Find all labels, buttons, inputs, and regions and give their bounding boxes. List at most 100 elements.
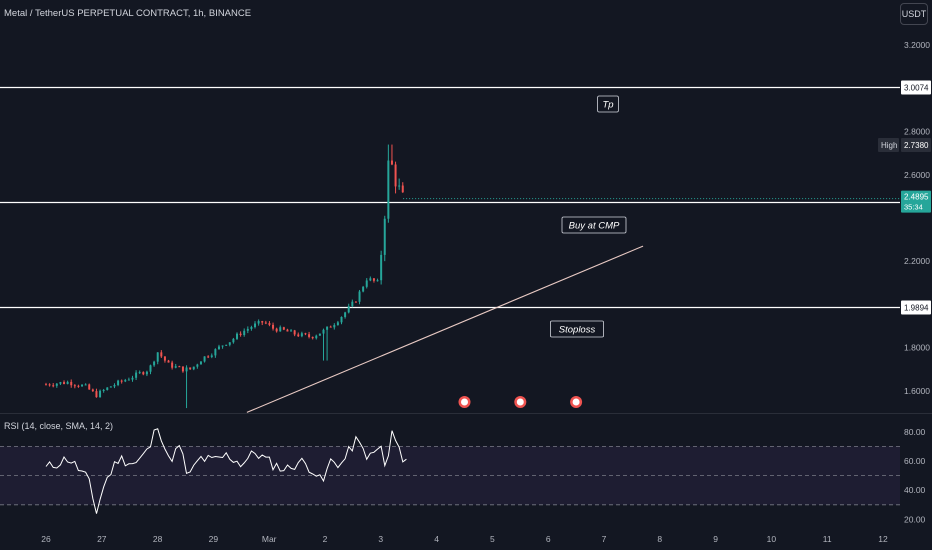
candle-body[interactable] bbox=[102, 389, 105, 391]
candle-body[interactable] bbox=[163, 356, 166, 361]
candle-body[interactable] bbox=[156, 352, 159, 362]
candle-body[interactable] bbox=[95, 391, 98, 398]
candle-body[interactable] bbox=[380, 254, 383, 281]
candle-body[interactable] bbox=[124, 380, 127, 382]
candle-body[interactable] bbox=[196, 364, 199, 367]
candle-body[interactable] bbox=[282, 327, 285, 330]
rsi-pane[interactable]: 80.00 60.00 40.00 20.00 bbox=[0, 427, 926, 525]
tp-level-note-box[interactable] bbox=[597, 95, 619, 113]
candle-body[interactable] bbox=[235, 333, 238, 339]
trendline[interactable] bbox=[246, 245, 644, 413]
candle-body[interactable] bbox=[127, 379, 130, 381]
candle-body[interactable] bbox=[264, 322, 267, 324]
candle-body[interactable] bbox=[149, 365, 152, 372]
candle-body[interactable] bbox=[174, 366, 177, 368]
buy-level-note[interactable]: Buy at CMP bbox=[569, 221, 620, 232]
candle-body[interactable] bbox=[311, 336, 314, 339]
candle-body[interactable] bbox=[153, 361, 156, 366]
candle-body[interactable] bbox=[135, 372, 138, 378]
candle-body[interactable] bbox=[142, 372, 145, 375]
candle-body[interactable] bbox=[48, 384, 51, 386]
symbol-title[interactable]: Metal / TetherUS PERPETUAL CONTRACT, 1h,… bbox=[4, 8, 252, 19]
candle-body[interactable] bbox=[387, 160, 390, 219]
candle-body[interactable] bbox=[210, 355, 213, 357]
candle-body[interactable] bbox=[394, 164, 397, 187]
candle-body[interactable] bbox=[120, 380, 123, 382]
candle-body[interactable] bbox=[390, 160, 393, 165]
candle-body[interactable] bbox=[322, 329, 325, 334]
candle-body[interactable] bbox=[66, 381, 69, 384]
candle-body[interactable] bbox=[171, 362, 174, 368]
candle-body[interactable] bbox=[369, 278, 372, 281]
candle-body[interactable] bbox=[81, 384, 84, 387]
candle-body[interactable] bbox=[272, 324, 275, 329]
candle-body[interactable] bbox=[351, 301, 354, 307]
candle-body[interactable] bbox=[117, 380, 120, 386]
candle-body[interactable] bbox=[362, 286, 365, 292]
candle-body[interactable] bbox=[203, 356, 206, 362]
candle-body[interactable] bbox=[167, 360, 170, 363]
candle-body[interactable] bbox=[398, 185, 401, 187]
candle-body[interactable] bbox=[106, 387, 109, 390]
candle-body[interactable] bbox=[138, 372, 141, 374]
candle-body[interactable] bbox=[297, 334, 300, 337]
candle-body[interactable] bbox=[290, 330, 293, 332]
candle-body[interactable] bbox=[344, 312, 347, 317]
candle-body[interactable] bbox=[77, 385, 80, 387]
candle-body[interactable] bbox=[239, 333, 242, 335]
candle-body[interactable] bbox=[383, 218, 386, 255]
candle-body[interactable] bbox=[268, 323, 271, 325]
currency-button[interactable]: USDT bbox=[900, 3, 928, 25]
candle-body[interactable] bbox=[246, 328, 249, 331]
candle-body[interactable] bbox=[354, 301, 357, 303]
candle-body[interactable] bbox=[185, 367, 188, 372]
candle-body[interactable] bbox=[99, 390, 102, 398]
candle-body[interactable] bbox=[318, 333, 321, 336]
candle-body[interactable] bbox=[178, 366, 181, 368]
candle-body[interactable] bbox=[250, 327, 253, 329]
candle-body[interactable] bbox=[254, 323, 257, 328]
candle-body[interactable] bbox=[340, 316, 343, 323]
candle-body[interactable] bbox=[376, 280, 379, 282]
candle-body[interactable] bbox=[221, 345, 224, 347]
time-axis[interactable]: 26 27 28 29 Mar 2 3 4 5 6 7 8 9 10 11 12 bbox=[41, 534, 888, 544]
candle-body[interactable] bbox=[372, 278, 375, 281]
candle-body[interactable] bbox=[333, 325, 336, 328]
candle-body[interactable] bbox=[329, 326, 332, 328]
tp-level-note[interactable]: Tp bbox=[602, 100, 613, 111]
candle-body[interactable] bbox=[243, 330, 246, 335]
candle-body[interactable] bbox=[257, 321, 260, 324]
candle-body[interactable] bbox=[88, 384, 91, 390]
price-pane[interactable]: 3.2000 2.8000 2.6000 2.2000 1.8000 1.6000 3.00… bbox=[0, 40, 931, 413]
last-price-badge[interactable] bbox=[901, 190, 931, 213]
candle-body[interactable] bbox=[275, 328, 278, 332]
candle-body[interactable] bbox=[181, 366, 184, 372]
candle-body[interactable] bbox=[160, 352, 163, 357]
candle-body[interactable] bbox=[109, 386, 112, 388]
candle-body[interactable] bbox=[228, 342, 231, 345]
candle-body[interactable] bbox=[293, 330, 296, 335]
candle-body[interactable] bbox=[192, 366, 195, 370]
candle-body[interactable] bbox=[113, 385, 116, 387]
candle-body[interactable] bbox=[286, 329, 289, 332]
candle-body[interactable] bbox=[225, 344, 228, 346]
candle-body[interactable] bbox=[300, 333, 303, 337]
candle-body[interactable] bbox=[84, 384, 87, 386]
candle-body[interactable] bbox=[45, 384, 47, 386]
candle-body[interactable] bbox=[358, 291, 361, 302]
candle-body[interactable] bbox=[91, 389, 94, 392]
rsi-title[interactable]: RSI (14, close, SMA, 14, 2) bbox=[4, 421, 114, 431]
candle-body[interactable] bbox=[217, 346, 220, 350]
candle-body[interactable] bbox=[73, 385, 76, 387]
candle-body[interactable] bbox=[189, 367, 192, 370]
candle-body[interactable] bbox=[347, 306, 350, 313]
candle-body[interactable] bbox=[232, 338, 235, 343]
candle-body[interactable] bbox=[145, 371, 148, 375]
candle-body[interactable] bbox=[214, 349, 217, 356]
candle-body[interactable] bbox=[63, 382, 66, 384]
buy-level-note-box[interactable] bbox=[561, 216, 627, 234]
candle-body[interactable] bbox=[207, 356, 210, 358]
candle-body[interactable] bbox=[199, 361, 202, 365]
rsi-line[interactable] bbox=[45, 428, 407, 514]
candle-body[interactable] bbox=[279, 327, 282, 332]
